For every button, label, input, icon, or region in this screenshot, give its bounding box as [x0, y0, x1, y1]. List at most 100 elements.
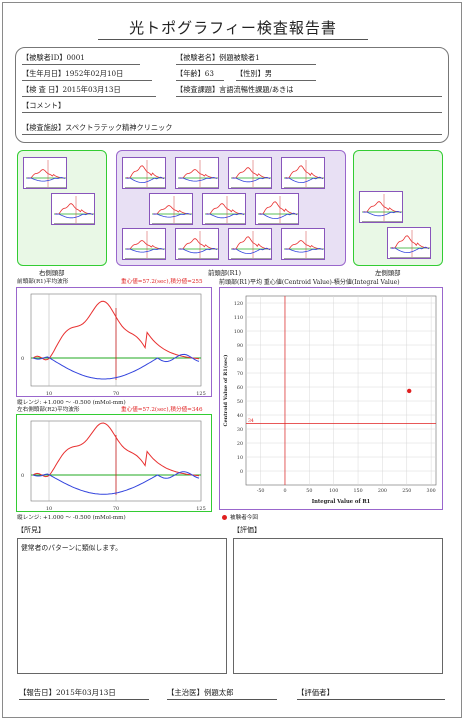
mini-deoxy-line: [125, 176, 165, 183]
channel-mini-plot: [122, 228, 166, 260]
mini-plot-svg: [284, 231, 324, 259]
right-temporal-label: 右側頭部: [39, 269, 65, 277]
mini-deoxy-line: [125, 248, 165, 253]
mini-plot-svg: [362, 194, 402, 222]
waveform2-chart: 10 70 125 0: [16, 414, 212, 512]
channel-mini-plot: [281, 157, 325, 189]
report-date-label: 【報告日】: [19, 688, 56, 697]
mini-oxy-line: [390, 235, 430, 249]
facility-value: スペクトラテック精神クリニック: [65, 123, 173, 132]
channel-mini-plot: [359, 191, 403, 223]
left-temporal-panel: [353, 150, 443, 266]
exam-date-field: 【検 査 日】2015年03月13日: [22, 85, 156, 97]
age-field: 【年齢】63: [176, 69, 224, 81]
mini-plot-svg: [125, 231, 165, 259]
frontal-panel: [116, 150, 346, 266]
mini-plot-svg: [231, 160, 271, 188]
mini-oxy-line: [231, 167, 271, 179]
mini-plot-svg: [231, 231, 271, 259]
scatter-x-tick: 200: [378, 488, 387, 494]
subject-id-field: 【被験者ID】0001: [22, 53, 140, 65]
exam-date-label: 【検 査 日】: [22, 85, 63, 94]
deoxy-line: [32, 471, 200, 495]
subject-name-label: 【被験者名】: [176, 53, 220, 62]
scatter-x-label: Integral Value of R1: [312, 499, 371, 505]
report-date-field: 【報告日】2015年03月13日: [19, 687, 149, 700]
waveform1-stats: 重心値=57.2(sec),積分値=255: [121, 279, 203, 285]
mini-plot-svg: [258, 196, 298, 224]
waveform2-range: 縦レンジ: +1.000 ～ -0.500 (mMol-mm): [17, 515, 126, 521]
report-date-value: 2015年03月13日: [55, 688, 116, 697]
waveform1-range: 縦レンジ: +1.000 ～ -0.500 (mMol-mm): [17, 400, 126, 406]
mini-oxy-line: [125, 240, 165, 250]
exam-date-value: 2015年03月13日: [62, 85, 121, 94]
mini-deoxy-line: [178, 247, 218, 254]
mini-plot-svg: [390, 230, 430, 258]
mini-oxy-line: [178, 169, 218, 179]
scatter-x-tick: 50: [306, 488, 312, 494]
waveform-x-tick: 70: [113, 391, 119, 397]
oxy-line: [32, 422, 200, 478]
mini-oxy-line: [152, 205, 192, 215]
waveform-svg: 10 70 125 0: [21, 293, 206, 397]
legend-dot-icon: [222, 515, 227, 520]
mini-deoxy-line: [26, 177, 66, 182]
scatter-y-label: Centroid Value of R1(sec): [222, 355, 229, 427]
mini-plot-svg: [54, 196, 94, 224]
sex-label: 【性別】: [236, 69, 265, 78]
task-field: 【検査課題】言語流暢性課題/あきは: [176, 85, 442, 97]
scatter-legend: 被験者今回: [222, 513, 258, 521]
mini-deoxy-line: [231, 247, 271, 254]
subject-info-box: 【被験者ID】0001 【被験者名】例題被験者1 【生年月日】1952年02月1…: [15, 47, 449, 143]
waveform1-title: 前頭部(R1)平均波形: [17, 279, 69, 285]
title-underline: [98, 39, 368, 40]
scatter-y-tick: 0: [240, 469, 243, 475]
waveform1-chart: 10 70 125 0: [16, 287, 212, 397]
dob-field: 【生年月日】1952年02月10日: [22, 69, 152, 81]
channel-mini-plot: [228, 157, 272, 189]
mini-oxy-line: [125, 165, 165, 179]
findings-text: 健常者のパターンに類似します。: [21, 544, 122, 552]
scatter-y-tick: 90: [237, 343, 243, 349]
dob-value: 1952年02月10日: [65, 69, 124, 78]
scatter-x-tick: 100: [329, 488, 338, 494]
left-temporal-label: 左側頭部: [375, 269, 401, 277]
mini-oxy-line: [205, 203, 245, 215]
scatter-y-tick: 100: [234, 329, 243, 335]
channel-mini-plot: [122, 157, 166, 189]
channel-mini-plot: [228, 228, 272, 260]
mini-plot-svg: [152, 196, 192, 224]
channel-mini-plot: [255, 193, 299, 225]
scatter-title: 前頭部(R1)平均 重心値(Centroid Value)-積分値(Integr…: [219, 279, 400, 286]
mini-deoxy-line: [178, 177, 218, 182]
mini-oxy-line: [178, 238, 218, 250]
findings-label: 【所見】: [17, 526, 45, 534]
age-value: 63: [204, 69, 214, 78]
subject-data-point: [407, 388, 412, 394]
findings-box[interactable]: 健常者のパターンに類似します。: [17, 538, 227, 674]
subject-name-field: 【被験者名】例題被験者1: [176, 53, 316, 65]
evaluator-field: 【評価者】: [297, 687, 445, 700]
mini-deoxy-line: [284, 176, 324, 183]
waveform2-stats: 重心値=57.2(sec),積分値=346: [121, 407, 203, 413]
mini-plot-svg: [26, 160, 66, 188]
comment-field: 【コメント】: [22, 101, 442, 113]
facility-field: 【検査施設】スペクトラテック精神クリニック: [22, 123, 442, 135]
reference-y-label: 34: [248, 418, 254, 424]
task-label: 【検査課題】: [176, 85, 220, 94]
channel-mini-plot: [387, 227, 431, 259]
mini-oxy-line: [284, 240, 324, 250]
report-title: 光トポグラフィー検査報告書: [129, 19, 337, 37]
doctor-label: 【主治医】: [167, 688, 204, 697]
sex-field: 【性別】男: [236, 69, 316, 81]
mini-plot-svg: [178, 231, 218, 259]
mini-plot-svg: [178, 160, 218, 188]
mini-oxy-line: [258, 201, 298, 215]
evaluation-box[interactable]: [233, 538, 443, 674]
scatter-y-tick: 40: [237, 413, 243, 419]
scatter-x-tick: 0: [283, 488, 286, 494]
scatter-x-tick: 250: [402, 488, 411, 494]
scatter-chart: 0 10 20 30 40 50 60 70 80 90 100 110 120 -50 0 50 100 150…: [219, 287, 443, 510]
mini-oxy-line: [26, 169, 66, 179]
scatter-y-tick: 20: [237, 441, 243, 447]
